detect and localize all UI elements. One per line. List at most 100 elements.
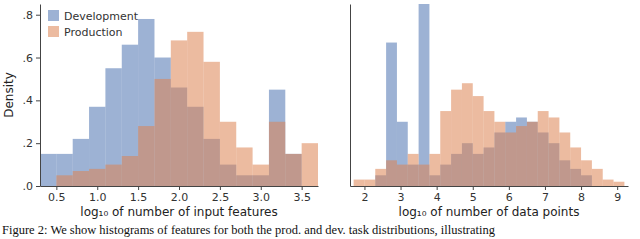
histogram-bar	[397, 165, 408, 186]
tick-mark	[364, 186, 365, 190]
histogram-bar	[105, 165, 121, 186]
histogram-bar	[527, 122, 538, 186]
tick: .0	[23, 180, 41, 193]
histogram-bar	[269, 122, 285, 186]
legend-label: Development	[64, 10, 139, 23]
histogram-bar	[516, 117, 527, 186]
histogram-bar	[302, 143, 318, 186]
tick-mark	[138, 186, 139, 190]
histogram-bar	[549, 117, 560, 186]
tick: .2	[23, 137, 41, 150]
tick-label: .8	[23, 9, 34, 22]
histogram-bar	[484, 111, 495, 186]
tick-label: 1.5	[130, 191, 148, 204]
axis-line	[351, 186, 629, 187]
tick: 2.5	[212, 186, 230, 204]
tick: 1.0	[89, 186, 107, 204]
legend-item: Development	[48, 10, 139, 23]
tick: 7	[542, 186, 549, 204]
tick-label: .4	[23, 94, 34, 107]
histogram-bar	[592, 169, 603, 186]
histogram-bar	[154, 58, 170, 186]
series	[354, 83, 625, 186]
histogram-bar	[154, 79, 170, 186]
histogram-bar	[375, 169, 386, 186]
tick: 9	[614, 186, 621, 204]
tick-mark	[56, 186, 57, 190]
series	[40, 19, 302, 186]
x-axis: 0.5 1.0 1.5 2.0 2.5 3.0 3.5	[41, 186, 319, 204]
tick-label: 3	[398, 191, 405, 204]
tick-mark	[36, 143, 40, 144]
histogram-bar	[171, 40, 187, 186]
chart: 0.5 1.0 1.5 2.0 2.5 3.0 3.5 .0 .2 .4 .6 .8 log₁₀ of …	[2, 5, 319, 220]
tick-mark	[473, 186, 474, 190]
histogram-bar	[614, 182, 625, 186]
histogram-bar	[354, 180, 365, 186]
tick: 3.5	[293, 186, 311, 204]
tick: 8	[578, 186, 585, 204]
tick-label: 3.5	[293, 191, 311, 204]
chart: 23456789log₁₀ of number of data points	[351, 4, 629, 219]
histogram-bar	[122, 156, 138, 186]
tick-label: 1.0	[89, 191, 107, 204]
histogram-bar	[440, 111, 451, 186]
legend-label: Production	[64, 26, 123, 39]
histogram-bar	[89, 169, 105, 186]
histogram-bar	[494, 122, 505, 186]
tick-mark	[36, 186, 40, 187]
x-axis-title: log₁₀ of number of input features	[80, 205, 277, 219]
histogram-bar	[603, 180, 614, 186]
histogram-bar	[204, 62, 220, 186]
histogram-bar	[364, 180, 375, 186]
legend-swatch	[48, 26, 59, 37]
histogram-bar	[220, 122, 236, 186]
histogram-bar	[56, 154, 72, 186]
y-axis	[350, 5, 351, 187]
x-axis: 23456789	[351, 186, 629, 204]
y-axis: .0 .2 .4 .6 .8	[23, 5, 41, 194]
tick-mark	[545, 186, 546, 190]
histogram-bar	[187, 32, 203, 186]
tick: .6	[23, 52, 41, 65]
histogram-bar	[429, 154, 440, 186]
tick-mark	[36, 100, 40, 101]
figure: 0.5 1.0 1.5 2.0 2.5 3.0 3.5 .0 .2 .4 .6 .8 log₁₀ of …	[0, 0, 640, 239]
histogram-bar	[473, 96, 484, 186]
histogram-bar	[570, 147, 581, 186]
histogram-bar	[516, 126, 527, 186]
tick: 0.5	[48, 186, 65, 204]
series	[375, 4, 592, 186]
histogram-bar	[386, 160, 397, 186]
histogram-bar	[40, 154, 56, 186]
histogram-bar	[138, 126, 154, 186]
tick-label: 0.5	[48, 191, 65, 204]
histogram-bar	[451, 90, 462, 186]
tick-label: 3.0	[253, 191, 271, 204]
tick-mark	[36, 15, 40, 16]
histogram-bar	[559, 132, 570, 186]
histogram-bar	[73, 139, 89, 186]
histogram-bar	[505, 132, 516, 186]
tick-label: 4	[434, 191, 441, 204]
tick: 2.0	[171, 186, 189, 204]
histogram-bar	[56, 175, 72, 186]
histogram-bar	[40, 186, 56, 187]
tick: 2	[361, 186, 368, 204]
histogram-bar	[419, 165, 430, 186]
plot-area	[40, 19, 318, 186]
legend-swatch	[48, 10, 59, 21]
histogram-bar	[105, 68, 121, 186]
caption: Figure 2: We show histograms of features…	[2, 223, 496, 237]
histogram-bar	[89, 107, 105, 186]
tick: 4	[434, 186, 441, 204]
tick-label: 8	[578, 191, 585, 204]
tick: 6	[506, 186, 513, 204]
tick: .4	[23, 94, 41, 107]
tick-mark	[581, 186, 582, 190]
histogram-bar	[122, 45, 138, 186]
tick-label: 7	[542, 191, 549, 204]
tick-mark	[617, 186, 618, 190]
axis-line	[40, 5, 41, 187]
tick-mark	[97, 186, 98, 190]
